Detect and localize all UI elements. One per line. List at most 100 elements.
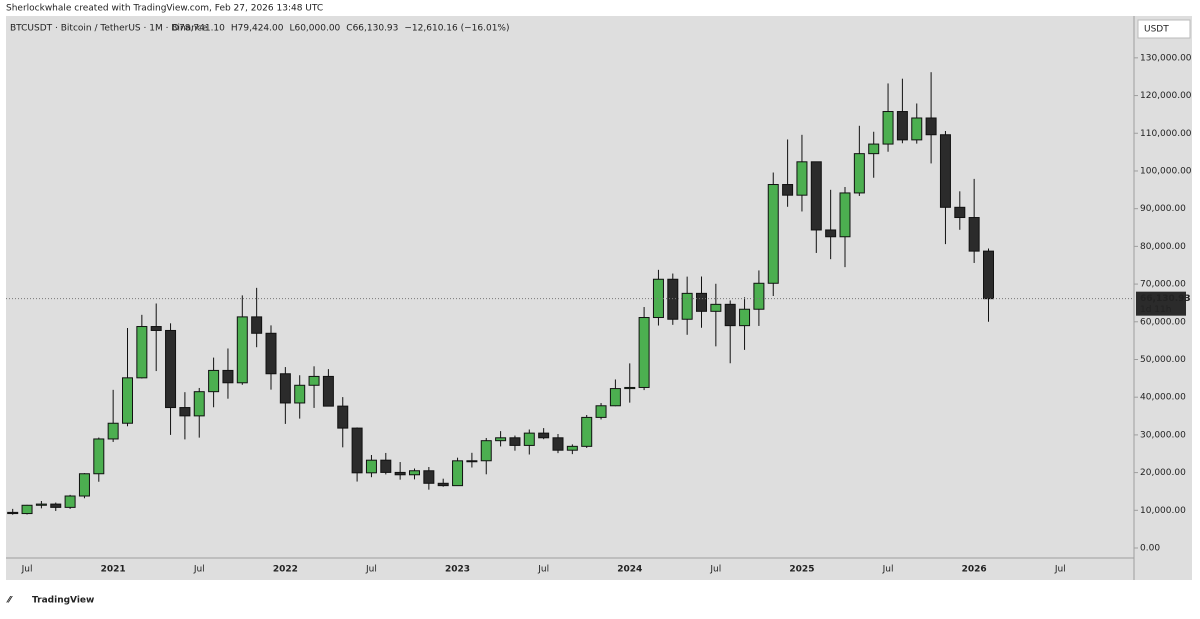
candle-body [452, 460, 464, 487]
candle-body [409, 470, 420, 476]
candle-body [35, 503, 47, 506]
logo: TradingView [32, 596, 94, 606]
y-tick-label: 0.00 [1140, 544, 1160, 554]
candle-body [853, 153, 865, 194]
candle-body [208, 369, 220, 393]
candle-body [78, 473, 90, 497]
candle-body [495, 437, 507, 442]
x-tick-label: Jul [537, 565, 549, 575]
y-tick-label: 110,000.00 [1140, 129, 1192, 139]
candle-body [624, 386, 636, 390]
candle-body [868, 143, 880, 155]
candle-body [882, 111, 894, 145]
candle-body [136, 326, 148, 379]
candle-body [839, 192, 851, 238]
candle-body [165, 329, 177, 409]
ohlc-value: C66,130.93 [346, 24, 398, 34]
candle-body [954, 206, 966, 219]
x-tick-label: Jul [1054, 565, 1066, 575]
x-tick-label: Jul [709, 565, 721, 575]
candle-body [265, 332, 277, 375]
candle-body [796, 161, 808, 196]
y-tick-label: 100,000.00 [1140, 166, 1192, 176]
candle-body [365, 459, 377, 474]
x-tick-label: Jul [21, 565, 33, 575]
candle-body [21, 504, 33, 515]
candle-body [251, 316, 263, 334]
ohlc-value: −12,610.16 (−16.01%) [404, 24, 509, 34]
y-tick-label: 120,000.00 [1140, 91, 1192, 101]
candle-body [107, 422, 119, 440]
candle-body [925, 117, 937, 136]
candle-body [810, 161, 822, 231]
candle-body [911, 117, 923, 141]
y-tick-label: 80,000.00 [1140, 242, 1186, 252]
y-tick-label: 130,000.00 [1140, 53, 1192, 63]
candle-body [437, 482, 449, 487]
candle-body [581, 416, 593, 447]
candle-body [767, 184, 779, 284]
candle-body [710, 303, 722, 312]
x-tick-label: 2022 [273, 565, 298, 575]
candle-body [896, 111, 908, 141]
chart-area [6, 16, 1192, 580]
candle-body [380, 459, 392, 473]
y-tick-label: 70,000.00 [1140, 280, 1186, 290]
candle-body [609, 388, 621, 407]
candle-body [193, 391, 205, 417]
x-tick-label: 2025 [789, 565, 814, 575]
candle-body [351, 427, 363, 474]
price-label: 66,130.93 [1140, 294, 1191, 304]
watermark: Sherlockwhale created with TradingView.c… [6, 4, 323, 14]
logo-mark: ⁄⁄ [6, 596, 14, 606]
ohlc-value: H79,424.00 [231, 24, 284, 34]
candle-body [308, 375, 320, 386]
candle-body [696, 292, 707, 312]
price-label-box [1136, 291, 1186, 316]
candle-body [322, 375, 334, 407]
candle-body [782, 184, 794, 196]
candle-body [122, 377, 133, 424]
candle-body [552, 437, 564, 451]
symbol: BTCUSDT · Bitcoin / TetherUS · 1M · Bina… [10, 24, 208, 34]
countdown: 1d 11h [1140, 305, 1171, 315]
currency-box [1137, 19, 1191, 39]
y-tick-label: 20,000.00 [1140, 468, 1186, 478]
y-tick-label: 60,000.00 [1140, 317, 1186, 327]
y-tick-label: 10,000.00 [1140, 506, 1186, 516]
candle-body [222, 369, 234, 384]
y-tick-label: 50,000.00 [1140, 355, 1186, 365]
candle-body [939, 134, 951, 208]
ohlc-value: O78,741.10 [172, 24, 225, 34]
candle-body [523, 432, 535, 446]
x-tick-label: 2021 [101, 565, 126, 575]
candle-body [50, 503, 62, 508]
candle-body [681, 292, 693, 320]
candle-body [638, 317, 650, 388]
candle-body [150, 326, 162, 331]
candle-body [179, 407, 191, 417]
candle-body [739, 308, 751, 327]
x-tick-label: 2024 [617, 565, 642, 575]
x-tick-label: Jul [882, 565, 894, 575]
candle-body [423, 470, 435, 484]
candle-body [394, 471, 406, 476]
currency: USDT [1144, 25, 1169, 35]
candle-body [825, 229, 837, 238]
y-tick-label: 90,000.00 [1140, 204, 1186, 214]
candle-body [480, 440, 492, 462]
candle-body [509, 437, 521, 446]
candle-body [983, 250, 994, 300]
candle-body [538, 432, 550, 439]
candle-body [753, 282, 765, 310]
candle-body [724, 303, 736, 327]
x-tick-label: Jul [193, 565, 205, 575]
candle-body [64, 495, 76, 508]
y-tick-label: 30,000.00 [1140, 430, 1186, 440]
x-tick-label: 2023 [445, 565, 470, 575]
candle-body [279, 373, 291, 404]
candle-body [466, 460, 478, 463]
candle-body [294, 384, 306, 404]
candle-body [236, 316, 248, 384]
